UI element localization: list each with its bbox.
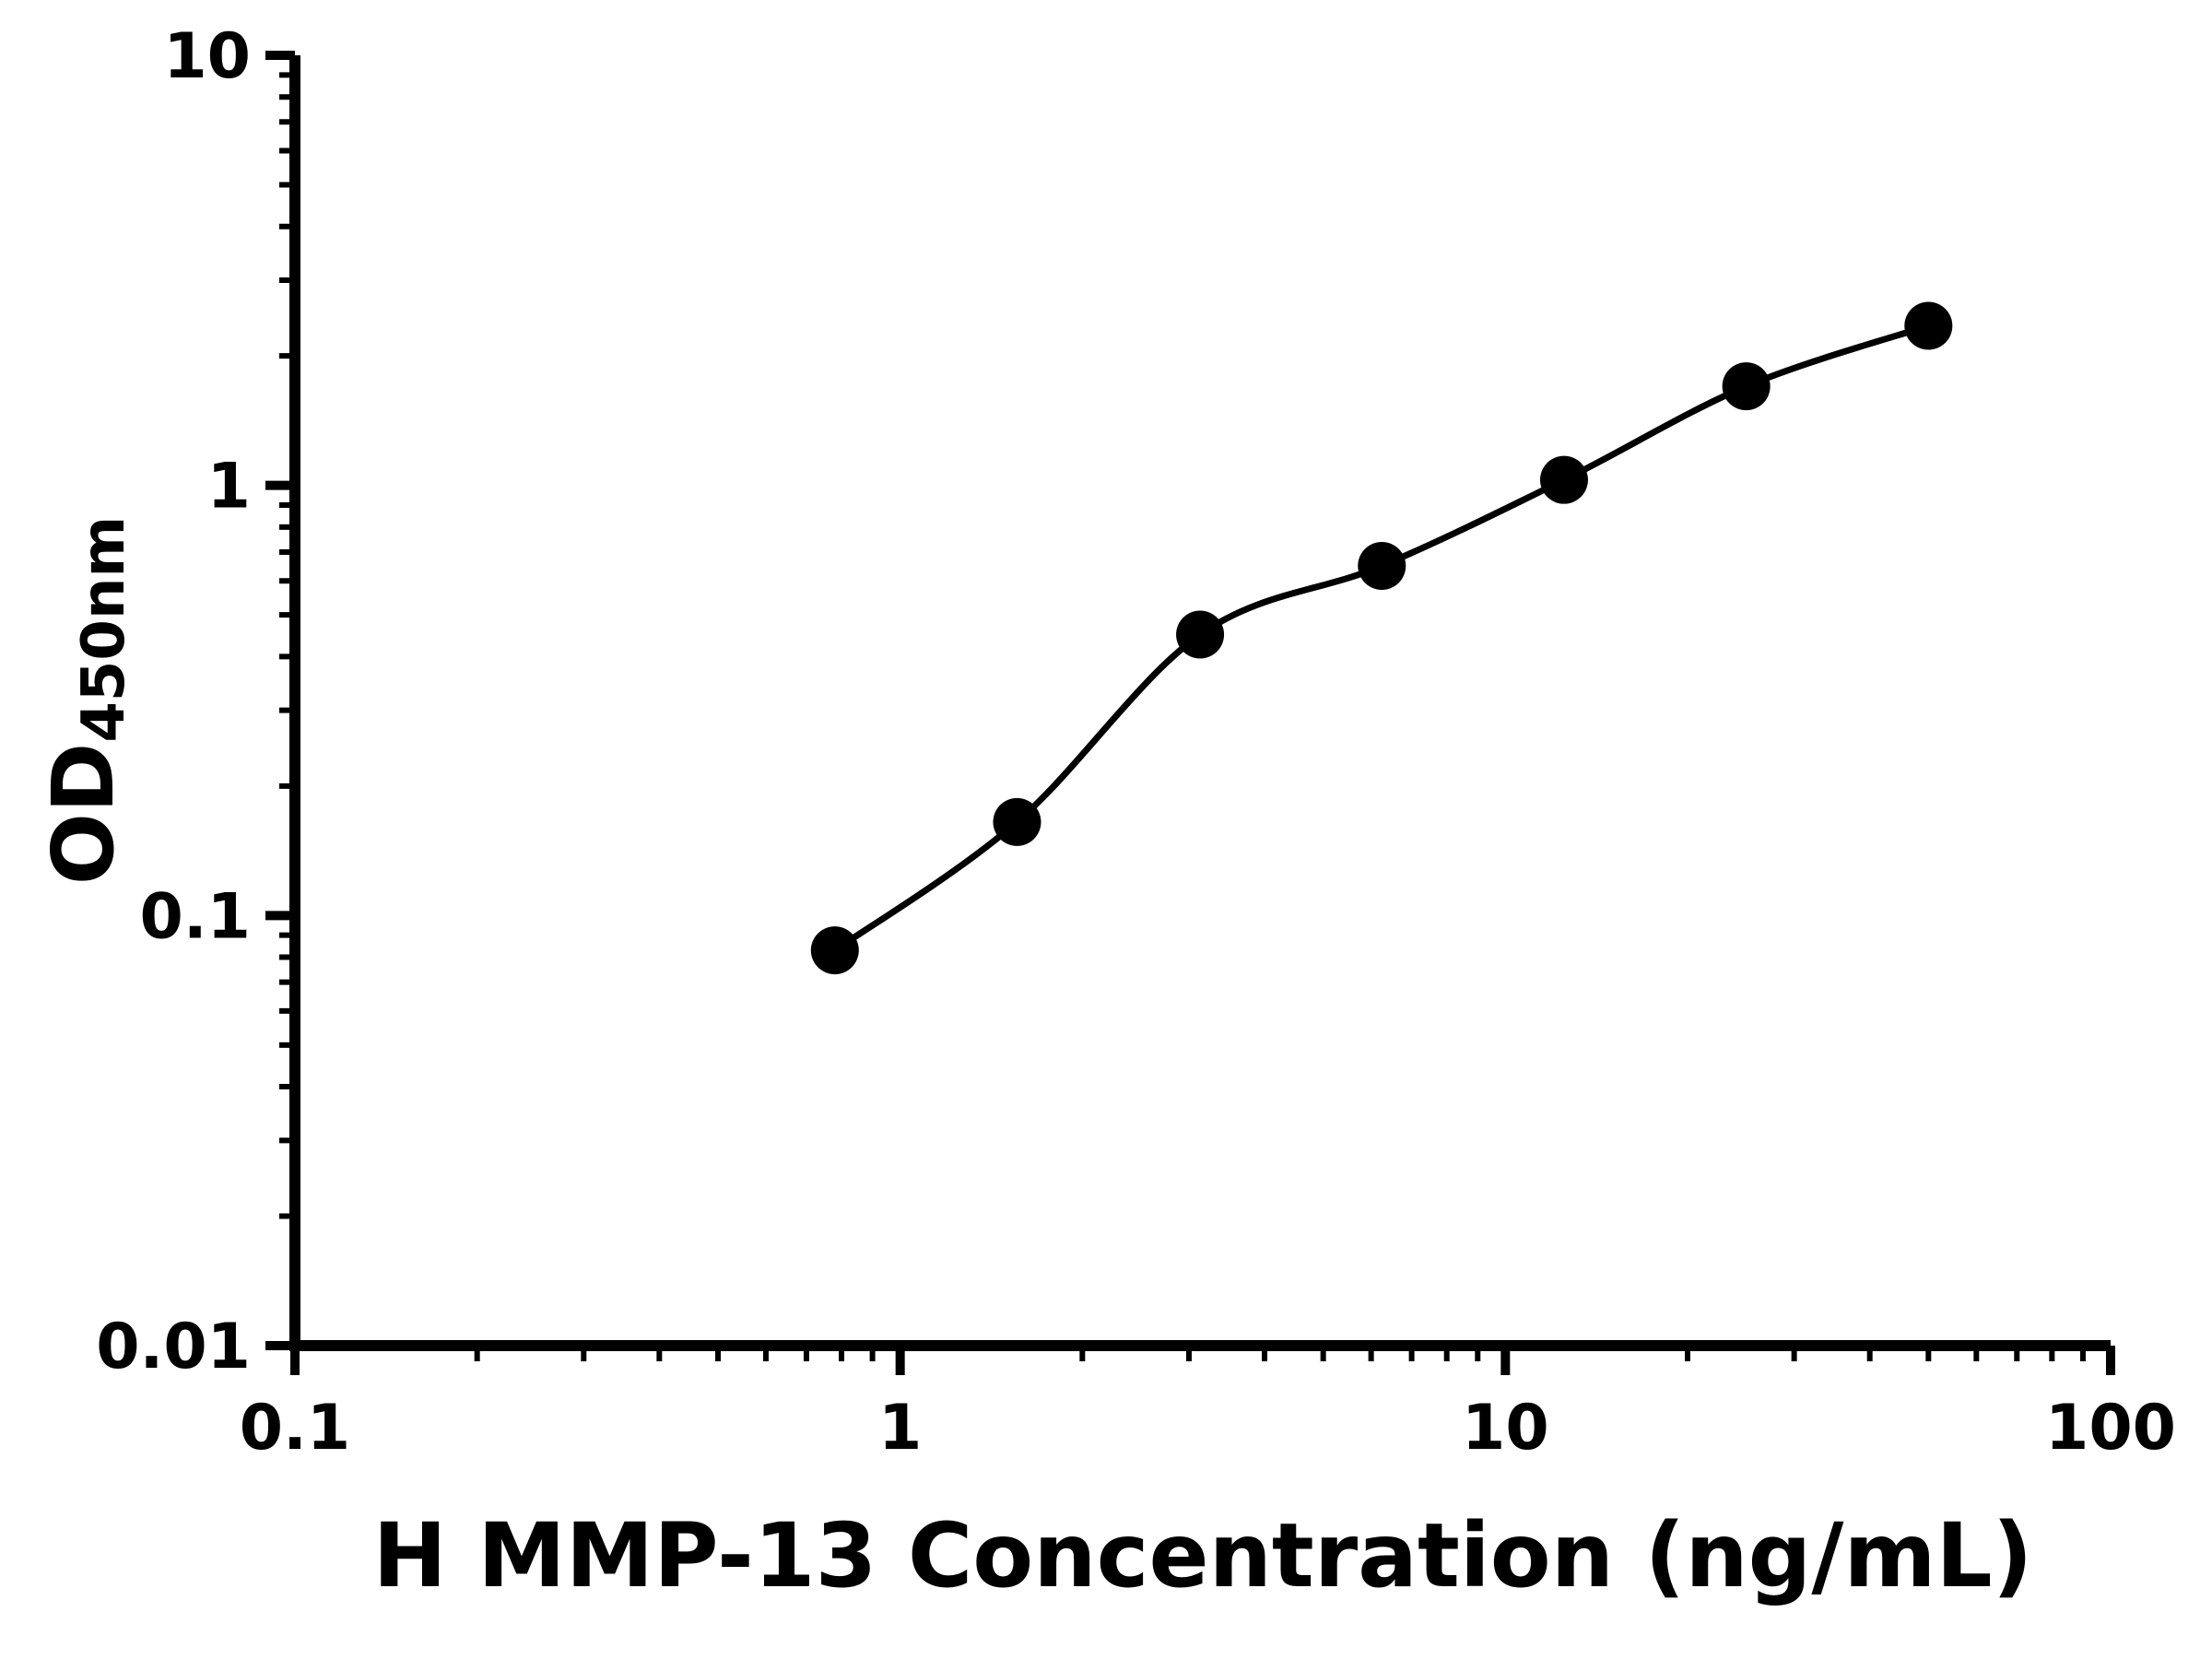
y-tick-label: 10 — [163, 20, 251, 93]
data-point-marker — [993, 797, 1041, 846]
data-point-marker — [810, 926, 859, 975]
x-axis-title: H MMP-13 Concentration (ng/mL) — [372, 1504, 2033, 1607]
x-tick-label: 0.1 — [240, 1392, 350, 1465]
data-point-marker — [1722, 362, 1771, 411]
data-point-marker — [1539, 455, 1588, 504]
y-axis-title-main: OD — [34, 742, 134, 886]
x-tick-label: 100 — [2045, 1392, 2176, 1465]
y-tick-label: 1 — [207, 451, 251, 524]
y-tick-label: 0.1 — [140, 880, 251, 953]
y-tick-label: 0.01 — [96, 1311, 251, 1383]
data-point-marker — [1176, 610, 1225, 659]
y-axis-title-subscript: 450nm — [69, 515, 138, 743]
y-axis-title-text: OD450nm — [34, 516, 138, 885]
x-tick-label: 10 — [1462, 1392, 1549, 1465]
x-tick-label: 1 — [878, 1392, 922, 1465]
axis-spines — [289, 55, 2111, 1351]
fit-curve — [831, 323, 1932, 954]
data-point-marker — [1904, 301, 1953, 350]
data-point-marker — [1358, 541, 1406, 590]
